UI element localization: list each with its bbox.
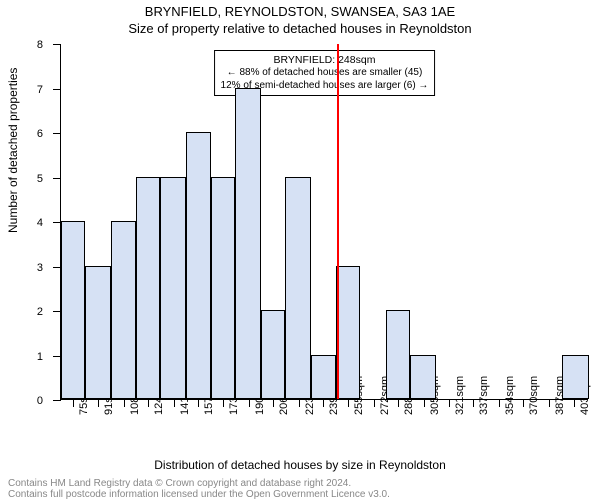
chart-figure: BRYNFIELD, REYNOLDSTON, SWANSEA, SA3 1AE… [0, 0, 600, 500]
x-tick-label: 354sqm [504, 376, 516, 415]
x-tick: 337sqm [473, 399, 474, 407]
x-tick: 403sqm [574, 399, 575, 407]
x-tick: 255sqm [348, 399, 349, 407]
y-tick-label: 7 [37, 84, 43, 96]
y-tick-label: 2 [37, 306, 43, 318]
y-tick-label: 8 [37, 39, 43, 51]
x-tick-label: 337sqm [478, 376, 490, 415]
y-tick-label: 4 [37, 217, 43, 229]
reference-line [337, 44, 339, 399]
x-tick: 305sqm [424, 399, 425, 407]
histogram-bar [186, 132, 210, 399]
title-block: BRYNFIELD, REYNOLDSTON, SWANSEA, SA3 1AE… [0, 4, 600, 36]
histogram-bar [410, 355, 436, 400]
x-tick: 124sqm [148, 399, 149, 407]
y-tick: 8 [53, 44, 61, 45]
histogram-bar [235, 88, 261, 400]
y-tick-label: 1 [37, 351, 43, 363]
x-tick-label: 321sqm [454, 376, 466, 415]
title-subtitle: Size of property relative to detached ho… [0, 21, 600, 36]
histogram-bar [311, 355, 335, 400]
x-tick-label: 370sqm [528, 376, 540, 415]
x-tick: 354sqm [499, 399, 500, 407]
x-tick: 141sqm [174, 399, 175, 407]
histogram-bar [85, 266, 111, 400]
footer-line-1: Contains HM Land Registry data © Crown c… [8, 478, 390, 489]
footer-attribution: Contains HM Land Registry data © Crown c… [8, 478, 390, 500]
x-tick: 157sqm [198, 399, 199, 407]
x-tick: 223sqm [299, 399, 300, 407]
histogram-bar [136, 177, 160, 400]
x-tick: 206sqm [273, 399, 274, 407]
x-tick: 321sqm [449, 399, 450, 407]
y-tick-label: 3 [37, 262, 43, 274]
plot-area: BRYNFIELD: 248sqm ← 88% of detached hous… [60, 44, 588, 400]
y-tick: 7 [53, 89, 61, 90]
histogram-bar [285, 177, 311, 400]
x-tick: 173sqm [223, 399, 224, 407]
x-tick: 288sqm [398, 399, 399, 407]
y-tick: 2 [53, 311, 61, 312]
histogram-bar [261, 310, 285, 399]
histogram-bar [61, 221, 85, 399]
y-tick: 1 [53, 356, 61, 357]
histogram-bar [211, 177, 235, 400]
histogram-bar [386, 310, 410, 399]
y-tick-label: 5 [37, 173, 43, 185]
y-tick-label: 6 [37, 128, 43, 140]
histogram-bar [562, 355, 589, 400]
info-line-2: ← 88% of detached houses are smaller (45… [221, 67, 429, 80]
x-tick: 239sqm [323, 399, 324, 407]
x-tick: 108sqm [124, 399, 125, 407]
info-line-1: BRYNFIELD: 248sqm [221, 54, 429, 67]
histogram-bar [160, 177, 186, 400]
x-tick: 75sqm [73, 399, 74, 407]
x-tick: 272sqm [374, 399, 375, 407]
y-tick: 4 [53, 222, 61, 223]
y-tick: 3 [53, 267, 61, 268]
histogram-bar [111, 221, 135, 399]
footer-line-2: Contains full postcode information licen… [8, 489, 390, 500]
title-address: BRYNFIELD, REYNOLDSTON, SWANSEA, SA3 1AE [0, 4, 600, 19]
y-tick: 5 [53, 178, 61, 179]
x-tick: 190sqm [249, 399, 250, 407]
x-tick: 387sqm [549, 399, 550, 407]
x-tick: 370sqm [523, 399, 524, 407]
y-tick: 0 [53, 400, 61, 401]
histogram-bar [336, 266, 360, 400]
x-tick: 91sqm [98, 399, 99, 407]
y-tick-label: 0 [37, 395, 43, 407]
y-tick: 6 [53, 133, 61, 134]
x-axis-label: Distribution of detached houses by size … [0, 458, 600, 472]
y-axis-label: Number of detached properties [6, 68, 20, 233]
